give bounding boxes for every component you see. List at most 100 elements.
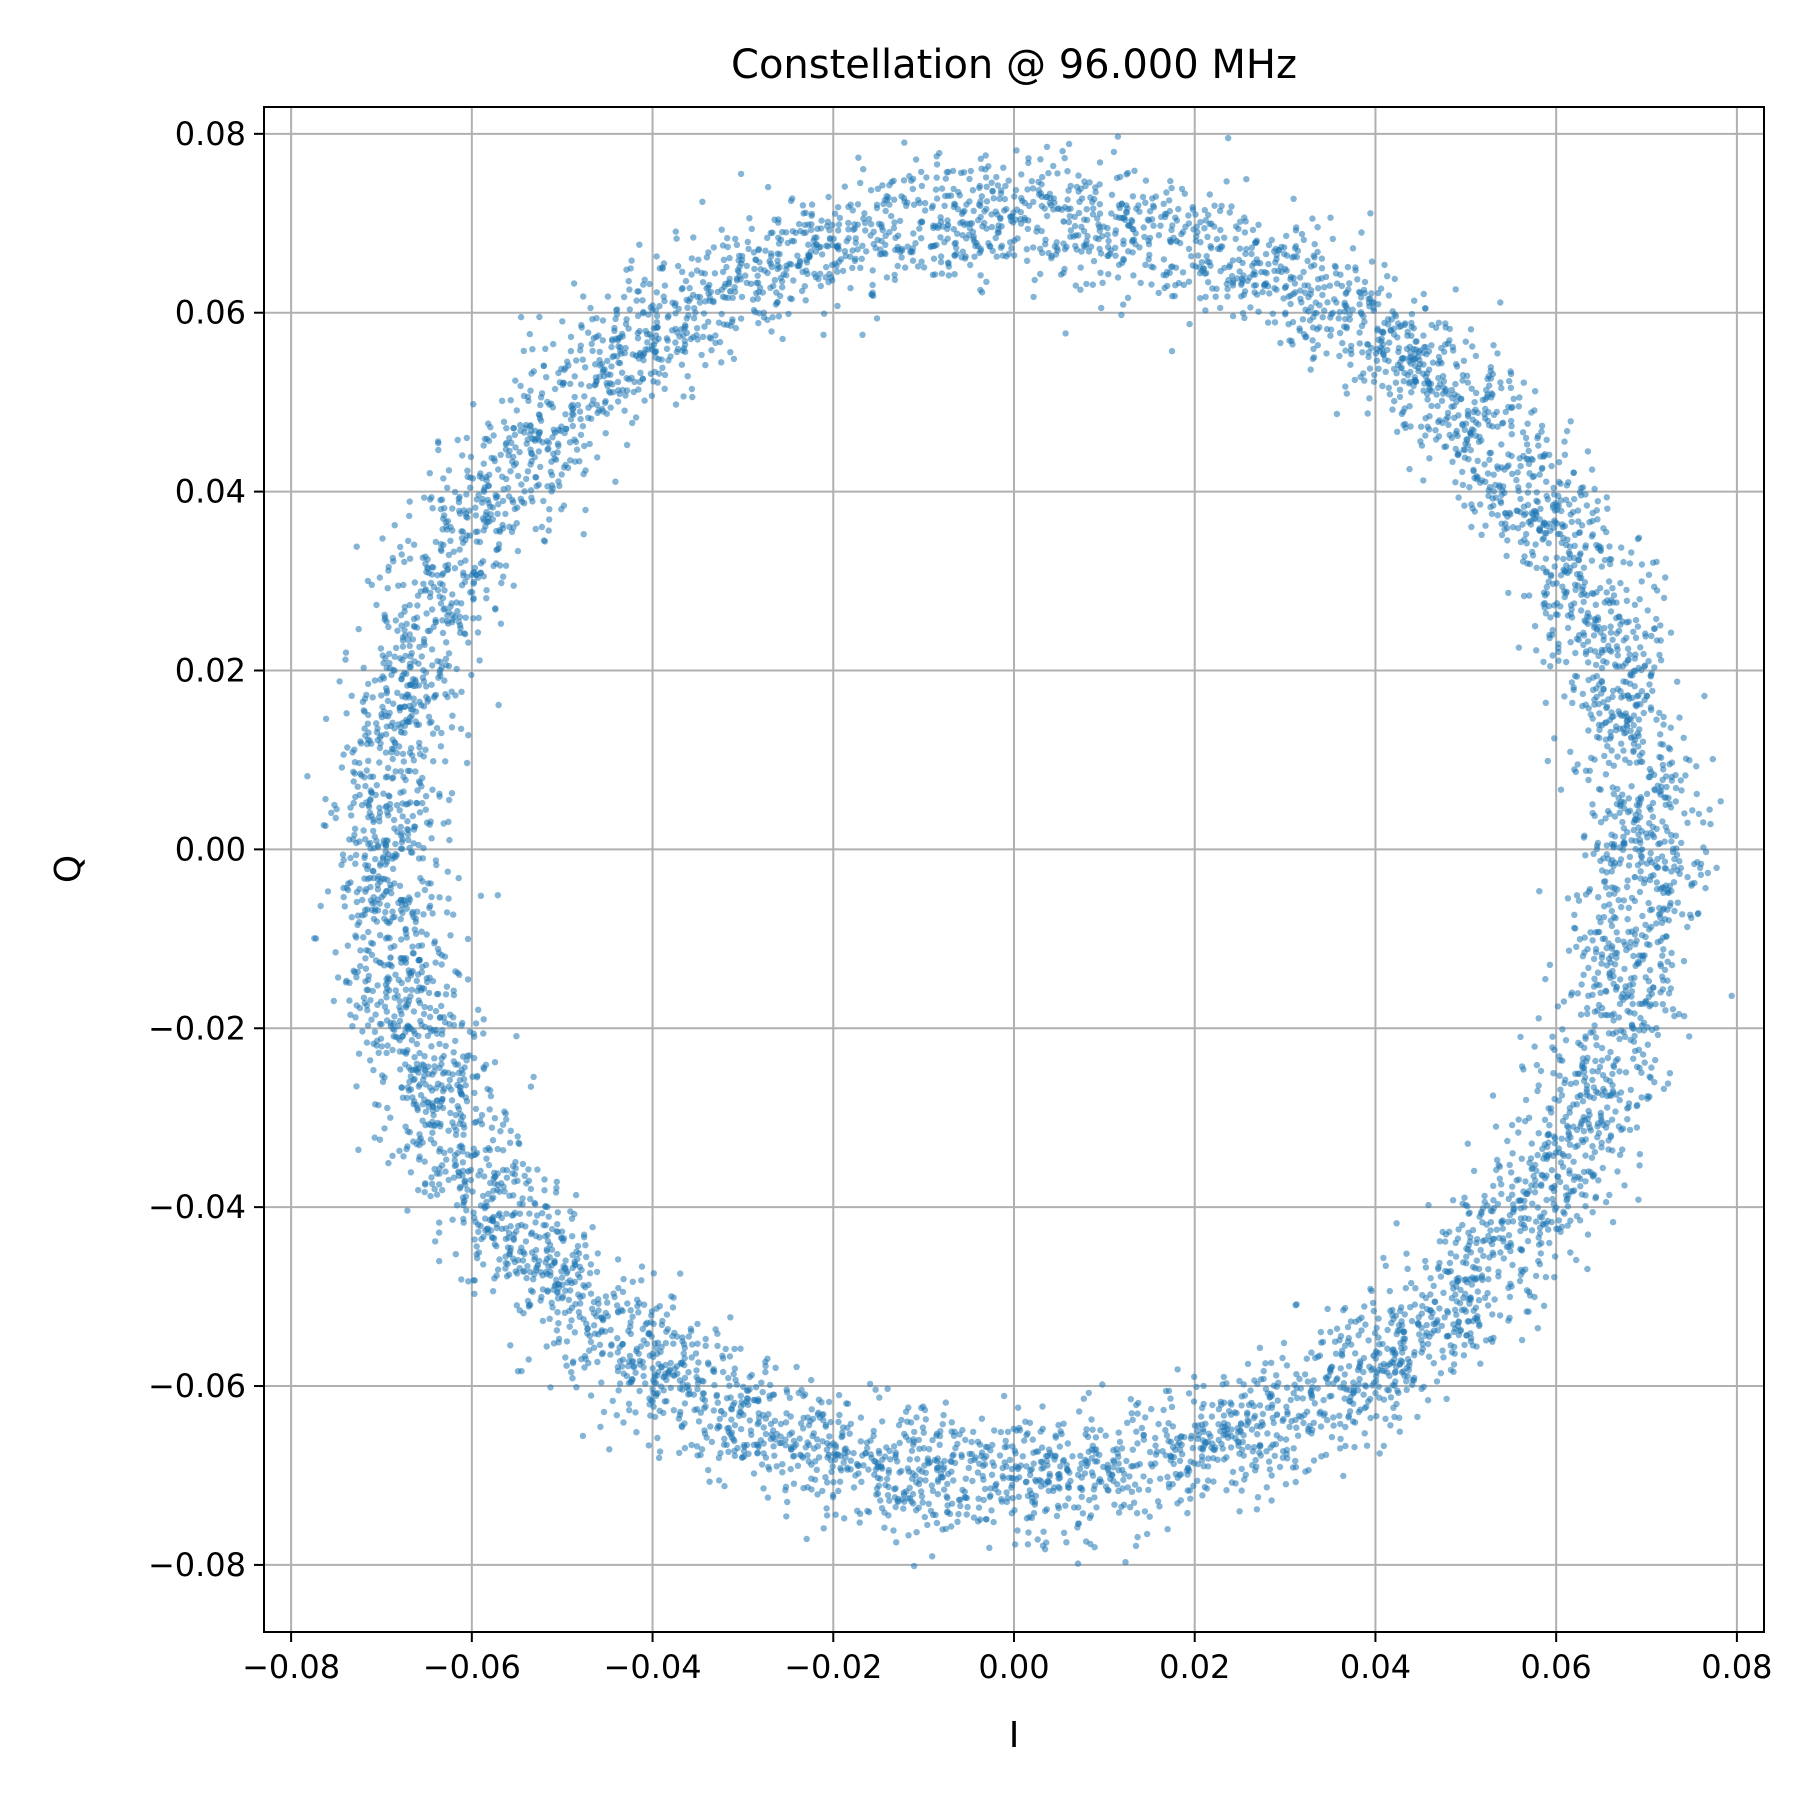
scatter-point (758, 1461, 766, 1468)
scatter-point (1459, 481, 1467, 489)
scatter-point (1640, 709, 1648, 717)
scatter-point (428, 606, 436, 613)
scatter-point (1408, 1279, 1415, 1287)
scatter-point (367, 883, 374, 891)
scatter-point (876, 1394, 883, 1401)
scatter-point (1582, 544, 1589, 551)
scatter-point (1613, 1029, 1620, 1036)
scatter-point (1344, 263, 1352, 271)
scatter-point (1603, 704, 1610, 712)
scatter-point (738, 1425, 745, 1433)
scatter-point (554, 440, 562, 447)
scatter-point (338, 861, 345, 869)
scatter-point (1660, 946, 1667, 953)
scatter-point (1550, 484, 1557, 492)
scatter-point (920, 1429, 927, 1436)
scatter-point (918, 1493, 926, 1500)
scatter-point (618, 369, 626, 376)
scatter-point (1486, 456, 1493, 463)
scatter-point (397, 1066, 404, 1073)
scatter-point (612, 478, 619, 485)
scatter-point (397, 543, 404, 551)
scatter-point (494, 1266, 502, 1273)
scatter-point (716, 1415, 723, 1423)
scatter-point (1141, 1508, 1149, 1515)
scatter-point (423, 610, 430, 617)
scatter-point (1090, 257, 1098, 265)
scatter-point (620, 293, 628, 301)
scatter-point (1189, 262, 1197, 269)
scatter-point (626, 306, 633, 313)
scatter-point (1556, 1057, 1564, 1064)
scatter-point (1296, 325, 1303, 332)
scatter-point (1368, 1367, 1375, 1374)
scatter-point (1327, 214, 1334, 221)
scatter-point (1450, 1285, 1457, 1292)
scatter-point (1611, 833, 1619, 840)
scatter-point (841, 183, 848, 190)
scatter-point (1545, 540, 1552, 547)
scatter-point (1595, 1001, 1603, 1009)
scatter-point (1323, 350, 1330, 357)
scatter-point (1585, 1120, 1592, 1128)
scatter-point (1657, 637, 1664, 644)
scatter-point (755, 1410, 762, 1417)
scatter-point (978, 193, 985, 200)
scatter-point (1384, 273, 1391, 280)
scatter-point (1190, 1482, 1197, 1490)
scatter-point (398, 1084, 405, 1091)
scatter-point (1645, 899, 1652, 907)
scatter-point (445, 467, 453, 474)
scatter-point (503, 1210, 510, 1217)
scatter-point (438, 1060, 445, 1068)
scatter-point (926, 1446, 933, 1453)
scatter-point (1534, 1204, 1542, 1211)
scatter-point (1601, 624, 1608, 632)
scatter-point (1680, 734, 1687, 741)
scatter-point (1602, 771, 1610, 778)
scatter-point (1105, 271, 1112, 278)
scatter-point (1294, 1394, 1301, 1402)
scatter-point (409, 943, 416, 950)
scatter-point (391, 913, 398, 921)
scatter-point (444, 868, 451, 875)
scatter-point (460, 1131, 467, 1138)
scatter-point (1567, 639, 1574, 646)
scatter-point (491, 1115, 499, 1122)
scatter-point (1592, 661, 1600, 669)
scatter-point (1597, 819, 1605, 826)
scatter-point (1542, 610, 1550, 617)
scatter-point (894, 262, 901, 270)
scatter-point (673, 235, 680, 242)
scatter-point (1677, 777, 1685, 784)
scatter-point (775, 313, 783, 320)
scatter-point (365, 680, 372, 688)
scatter-point (955, 1510, 962, 1518)
scatter-point (1611, 890, 1618, 897)
scatter-point (963, 201, 970, 208)
scatter-point (1076, 1484, 1084, 1492)
scatter-point (370, 827, 377, 835)
scatter-point (854, 246, 861, 253)
scatter-point (654, 1339, 662, 1347)
scatter-point (1536, 888, 1543, 895)
scatter-point (1133, 1401, 1140, 1409)
scatter-point (1396, 1428, 1404, 1435)
scatter-point (413, 800, 421, 807)
scatter-point (486, 1216, 494, 1224)
scatter-point (438, 961, 445, 968)
scatter-point (497, 620, 505, 627)
scatter-point (514, 547, 522, 555)
scatter-point (1429, 359, 1437, 366)
scatter-point (387, 961, 394, 968)
scatter-point (415, 1156, 423, 1163)
scatter-point (389, 1046, 396, 1054)
scatter-point (1654, 1031, 1662, 1039)
scatter-point (1040, 1528, 1047, 1535)
scatter-point (1584, 945, 1591, 953)
scatter-point (336, 678, 343, 685)
scatter-point (602, 1293, 610, 1300)
scatter-point (1360, 1391, 1367, 1398)
scatter-point (1638, 852, 1645, 859)
scatter-point (332, 814, 339, 822)
